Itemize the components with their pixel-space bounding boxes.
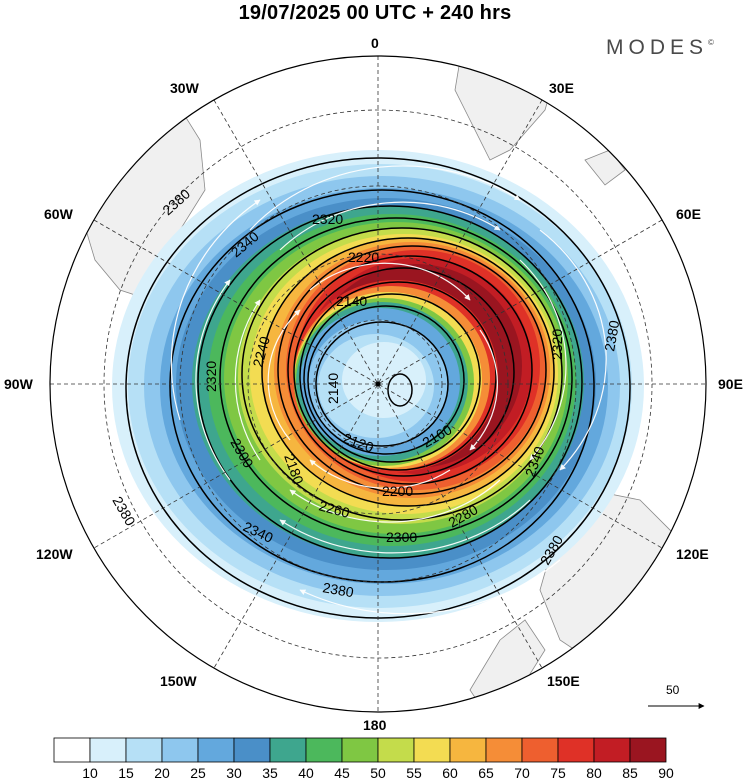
contour-label: 2260	[317, 497, 351, 521]
contour-2180	[303, 293, 481, 463]
lon-label-30w: 30W	[170, 80, 199, 96]
streamline	[279, 201, 501, 251]
streamline	[279, 499, 531, 554]
land-new-zealand	[469, 619, 546, 706]
wind-streamlines	[170, 165, 607, 615]
lon-label-30e: 30E	[549, 80, 574, 96]
streamline	[195, 279, 231, 481]
contour-label: 2240	[249, 334, 273, 368]
lon-label-60e: 60E	[676, 206, 701, 222]
lon-label-120w: 120W	[36, 546, 73, 562]
contour-label: 2320	[312, 211, 343, 227]
contour-label: 2140	[325, 373, 341, 404]
lon-label-180: 180	[363, 717, 387, 733]
contour-label: 2220	[348, 249, 379, 265]
land-africa	[454, 56, 556, 161]
contour-2300	[241, 227, 563, 521]
contour-2260	[277, 245, 547, 495]
contour-label: 2320	[203, 361, 219, 392]
contour-2360	[169, 189, 595, 583]
height-contours	[125, 157, 631, 619]
contour-2280	[261, 237, 555, 507]
graticule	[50, 56, 706, 712]
streamline	[170, 199, 261, 421]
contour-label: 2380	[601, 319, 622, 353]
lon-label-90e: 90E	[718, 376, 743, 392]
pole-marker	[375, 381, 381, 387]
streamline	[289, 479, 501, 523]
streamline	[234, 299, 261, 461]
lon-label-90w: 90W	[4, 376, 33, 392]
streamline	[309, 262, 471, 301]
brand-logo: MODES©	[606, 36, 714, 59]
contour-label: 2320	[549, 329, 565, 360]
map-title: 19/07/2025 00 UTC + 240 hrs	[238, 2, 512, 24]
streamline	[539, 229, 607, 471]
reference-vector-label: 50	[666, 683, 680, 697]
contour-2340	[197, 205, 583, 559]
land-madagascar	[584, 149, 626, 186]
contour-2320	[219, 217, 573, 539]
contour-2220	[293, 267, 515, 477]
contour-label: 2200	[382, 483, 413, 499]
streamline	[469, 329, 498, 451]
inner-band-9	[342, 342, 426, 418]
wind-speed-shading	[112, 150, 644, 622]
contour-2240	[287, 255, 533, 485]
streamline	[267, 309, 301, 441]
contour-2160	[307, 305, 465, 455]
contour-label: 2300	[386, 529, 417, 545]
streamline	[249, 165, 521, 231]
streamline	[299, 559, 561, 615]
map-outline	[49, 55, 707, 713]
lon-label-150w: 150W	[160, 673, 197, 689]
lon-label-60w: 60W	[44, 206, 73, 222]
contour-2200	[299, 281, 497, 471]
contour-label: 2380	[321, 579, 355, 600]
lon-label-120e: 120E	[676, 546, 709, 562]
lon-label-0: 0	[371, 35, 379, 51]
contour-label: 2140	[336, 293, 367, 309]
lon-label-150e: 150E	[547, 673, 580, 689]
contour-label: 2380	[109, 494, 139, 529]
streamline	[519, 259, 567, 461]
